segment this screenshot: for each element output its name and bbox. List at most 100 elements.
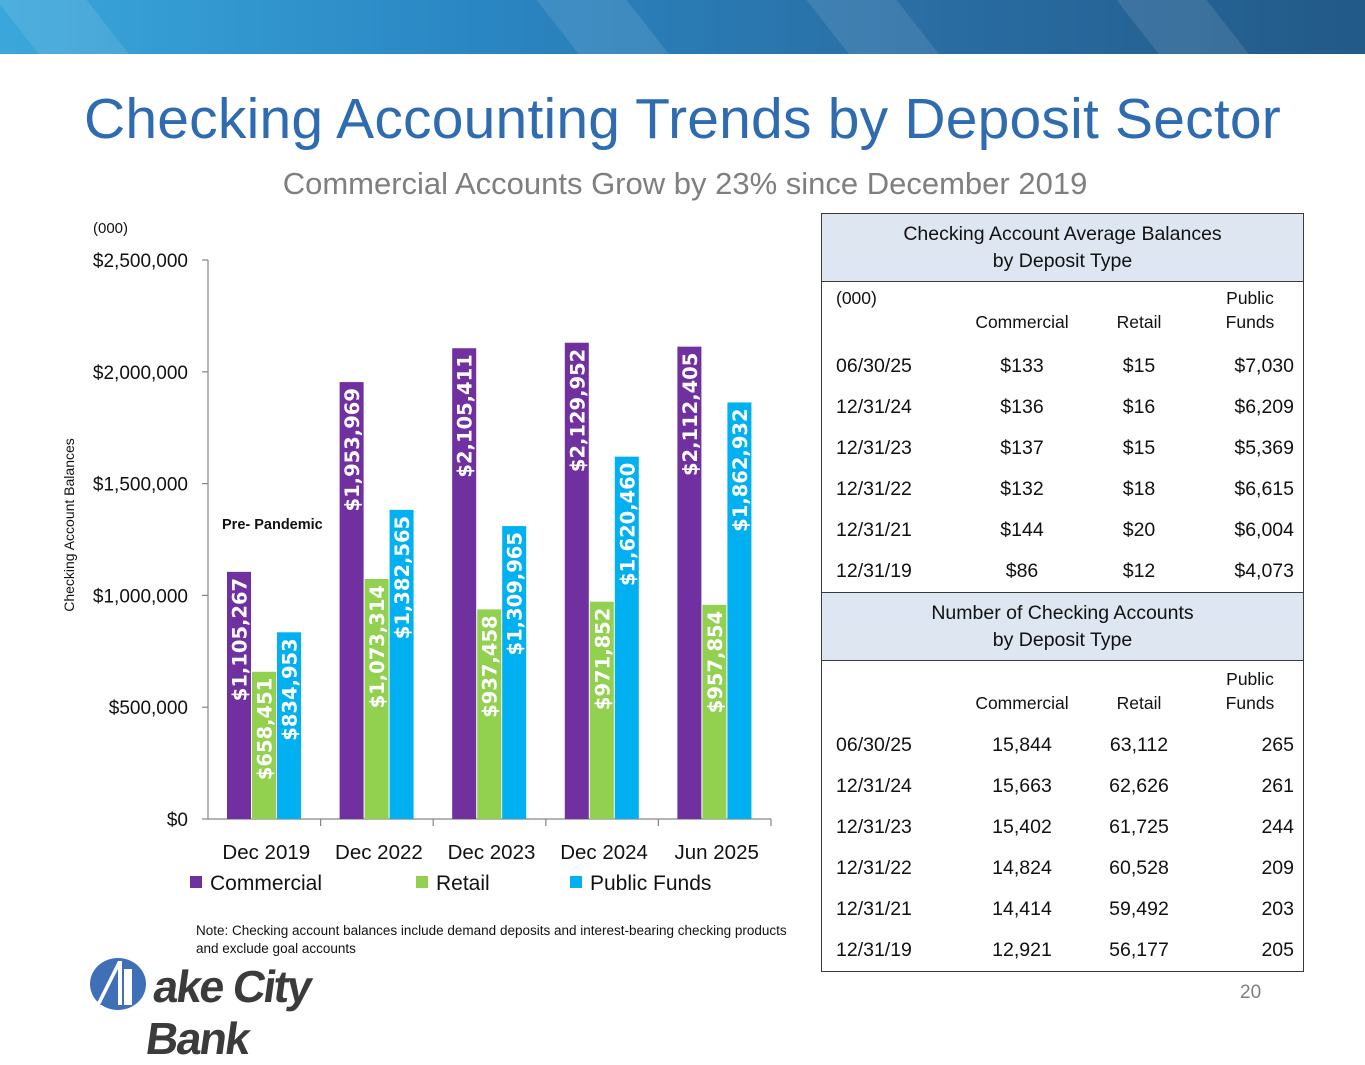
cell-retail: $12 (1122, 560, 1156, 582)
bar-retail (252, 671, 276, 819)
bar-public-funds (614, 456, 639, 819)
data-label: $1,620,460 (616, 463, 639, 586)
header-banner (0, 0, 1365, 54)
data-label: $658,451 (254, 678, 277, 780)
bar-public-funds (727, 402, 752, 819)
cell-public: 209 (1261, 857, 1294, 879)
data-label: $937,458 (479, 615, 502, 717)
cell-commercial: 15,844 (992, 734, 1052, 756)
bar-commercial (339, 382, 364, 819)
cell-commercial: $133 (1000, 355, 1044, 377)
cell-commercial: $137 (1000, 437, 1044, 459)
accounts-col-public-line2: Funds (1225, 693, 1275, 713)
unit-note: (000) (93, 220, 128, 237)
cell-retail: $15 (1122, 437, 1156, 459)
table-row: 12/31/24 $136 $16 $6,209 (822, 387, 1303, 428)
data-label: $2,105,411 (454, 354, 477, 477)
cell-public: 205 (1261, 939, 1294, 961)
cell-retail: $20 (1122, 519, 1156, 541)
y-tick-label: $0 (167, 810, 188, 831)
data-label: $957,854 (704, 611, 727, 713)
table-row: 12/31/23 15,402 61,725 244 (822, 807, 1303, 848)
cell-public: $6,209 (1234, 396, 1294, 418)
table-row: 12/31/23 $137 $15 $5,369 (822, 428, 1303, 469)
balances-column-headers: (000) Commercial Retail Public Funds (822, 282, 1303, 346)
bar-commercial (564, 342, 589, 819)
cell-public: $7,030 (1234, 355, 1294, 377)
cell-public: $6,615 (1234, 478, 1294, 500)
cell-retail: $18 (1122, 478, 1156, 500)
bar-retail (589, 601, 614, 819)
cell-retail: 59,492 (1109, 898, 1169, 920)
balances-title-line2: by Deposit Type (992, 250, 1133, 272)
data-label: $1,382,565 (391, 516, 414, 639)
cell-retail: 56,177 (1109, 939, 1169, 961)
table-row: 06/30/25 15,844 63,112 265 (822, 725, 1303, 766)
cell-public: 261 (1261, 775, 1294, 797)
legend-label: Commercial (210, 872, 322, 895)
bar-retail (477, 609, 502, 819)
cell-commercial: $144 (1000, 519, 1044, 541)
data-label: $1,862,932 (729, 408, 752, 531)
bar-public-funds (502, 526, 527, 819)
cell-commercial: 15,663 (992, 775, 1052, 797)
legend-swatch (570, 876, 582, 888)
table-row: 06/30/25 $133 $15 $7,030 (822, 346, 1303, 387)
number-of-accounts-table-title: Number of Checking Accounts by Deposit T… (822, 593, 1303, 661)
accounts-col-commercial: Commercial (975, 693, 1069, 713)
page-title: Checking Accounting Trends by Deposit Se… (84, 87, 1281, 151)
bar-public-funds (389, 509, 414, 819)
y-tick-label: $1,000,000 (93, 586, 188, 607)
balances-col-retail: Retail (1116, 312, 1162, 332)
data-label: $1,073,314 (366, 585, 389, 708)
balances-unit-label: (000) (836, 288, 877, 308)
cell-retail: $16 (1122, 396, 1156, 418)
y-tick-label: $2,000,000 (93, 363, 188, 384)
balances-bar-chart: (000) Checking Account Balances $0 $500,000… (61, 220, 772, 895)
accounts-title-line2: by Deposit Type (992, 629, 1133, 651)
cell-date: 06/30/25 (836, 355, 912, 377)
cell-date: 12/31/19 (836, 939, 912, 961)
average-balances-table: Checking Account Average Balances by Dep… (821, 213, 1304, 593)
cell-commercial: $86 (1005, 560, 1039, 582)
accounts-title-line1: Number of Checking Accounts (931, 602, 1194, 624)
cell-retail: 62,626 (1109, 775, 1169, 797)
accounts-col-retail: Retail (1116, 693, 1162, 713)
pre-pandemic-annotation: Pre- Pandemic (222, 517, 323, 533)
cell-date: 12/31/21 (836, 519, 912, 541)
balances-rows: 06/30/25 $133 $15 $7,030 12/31/24 $136 $16 $6,2… (822, 346, 1303, 592)
x-tick-label: Jun 2025 (675, 841, 759, 864)
bar-commercial (677, 346, 702, 819)
table-row: 12/31/22 14,824 60,528 209 (822, 848, 1303, 889)
cell-public: $4,073 (1234, 560, 1294, 582)
chart-note: Note: Checking account balances include … (196, 923, 787, 956)
y-tick-label: $1,500,000 (93, 475, 188, 496)
cell-public: 265 (1261, 734, 1294, 756)
table-row: 12/31/24 15,663 62,626 261 (822, 766, 1303, 807)
table-row: 12/31/19 12,921 56,177 205 (822, 930, 1303, 971)
balances-title-line1: Checking Account Average Balances (903, 223, 1222, 245)
x-tick-label: Dec 2024 (560, 841, 648, 864)
page-subtitle: Commercial Accounts Grow by 23% since De… (282, 166, 1088, 201)
cell-commercial: $136 (1000, 396, 1044, 418)
cell-commercial: $132 (1000, 478, 1044, 500)
table-row: 12/31/19 $86 $12 $4,073 (822, 551, 1303, 592)
cell-public: $6,004 (1234, 519, 1294, 541)
cell-retail: 63,112 (1109, 734, 1169, 756)
table-row: 12/31/22 $132 $18 $6,615 (822, 469, 1303, 510)
lake-city-bank-logo: ake City Bank (88, 955, 418, 1064)
legend-label: Retail (436, 872, 490, 895)
cell-commercial: 15,402 (992, 816, 1052, 838)
x-tick-label: Dec 2023 (448, 841, 536, 864)
cell-date: 12/31/24 (836, 775, 912, 797)
accounts-col-public-line1: Public (1226, 669, 1274, 689)
cell-commercial: 12,921 (992, 939, 1052, 961)
number-of-accounts-table: Number of Checking Accounts by Deposit T… (821, 592, 1304, 972)
balances-col-public-line2: Funds (1225, 312, 1275, 332)
bar-commercial (227, 571, 251, 819)
cell-date: 12/31/23 (836, 437, 912, 459)
cell-commercial: 14,824 (992, 857, 1052, 879)
legend-label: Public Funds (590, 872, 711, 895)
balances-col-commercial: Commercial (975, 312, 1069, 332)
cell-date: 06/30/25 (836, 734, 912, 756)
